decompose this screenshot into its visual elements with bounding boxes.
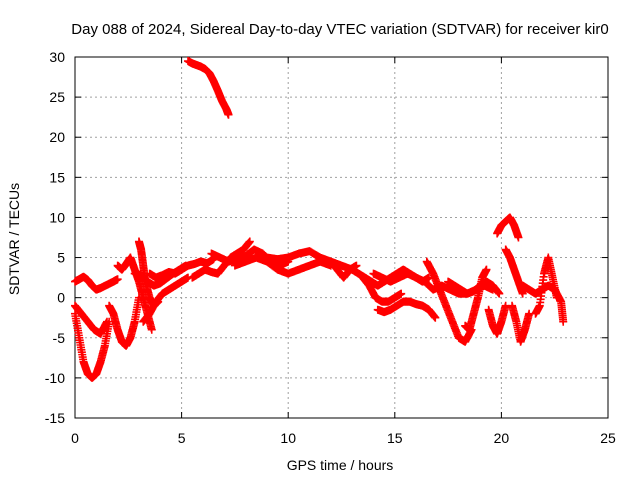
series-arc-v (444, 277, 504, 298)
y-tick-label: 20 (49, 129, 65, 145)
x-tick-label: 0 (71, 430, 79, 446)
data-point (482, 265, 491, 274)
y-tick-label: 5 (57, 250, 65, 266)
y-axis-label: SDTVAR / TECUs (6, 183, 22, 295)
series-arc-m (230, 253, 335, 278)
y-tick-labels: -15 -10 -5 0 5 10 15 20 25 30 (45, 49, 65, 426)
y-tick-label: 30 (49, 49, 65, 65)
series-arc-g (139, 273, 192, 326)
series-arc-ab (531, 253, 561, 318)
data-point (559, 317, 568, 326)
series-arc-z (508, 301, 534, 346)
chart-title: Day 088 of 2024, Sidereal Day-to-day VTE… (71, 21, 608, 38)
series-arc-w (484, 301, 510, 338)
y-tick-label: 10 (49, 209, 65, 225)
series-arc-l (207, 245, 293, 270)
data-point (245, 237, 254, 246)
data-point (102, 317, 111, 326)
x-tick-label: 10 (280, 430, 296, 446)
series-arc-x (493, 213, 523, 242)
data-point (431, 313, 440, 322)
data-point (552, 293, 561, 302)
x-tick-label: 15 (387, 430, 403, 446)
data-point (514, 233, 523, 242)
series-arc-s (373, 297, 440, 322)
series-arc-j (183, 57, 233, 119)
x-tick-label: 20 (494, 430, 510, 446)
y-tick-label: -10 (45, 370, 65, 386)
series-arc-n (262, 247, 357, 274)
y-tick-label: 15 (49, 169, 65, 185)
data-point (113, 275, 122, 284)
series-arc-c (71, 301, 111, 338)
x-tick-label: 25 (600, 430, 616, 446)
y-tick-label: 0 (57, 290, 65, 306)
series-arc-q (358, 273, 406, 306)
x-tick-label: 5 (178, 430, 186, 446)
series-arc-t (422, 257, 476, 346)
series-arc-y (501, 245, 527, 298)
data-point (224, 110, 233, 119)
data-point (518, 289, 527, 298)
series-arc-u (461, 265, 491, 334)
series-arc-d (105, 293, 143, 350)
x-axis-label: GPS time / hours (287, 457, 394, 473)
x-tick-labels: 0 5 10 15 20 25 (71, 430, 616, 446)
series-arc-b (71, 272, 122, 294)
y-tick-label: -15 (45, 410, 65, 426)
y-tick-label: -5 (53, 330, 66, 346)
grid-lines (75, 57, 608, 418)
data-point (424, 273, 433, 282)
data-point (495, 289, 504, 298)
y-tick-label: 25 (49, 89, 65, 105)
plot-frame (74, 56, 609, 419)
data-marks (71, 57, 568, 382)
data-point (397, 289, 406, 298)
data-point (147, 325, 156, 334)
